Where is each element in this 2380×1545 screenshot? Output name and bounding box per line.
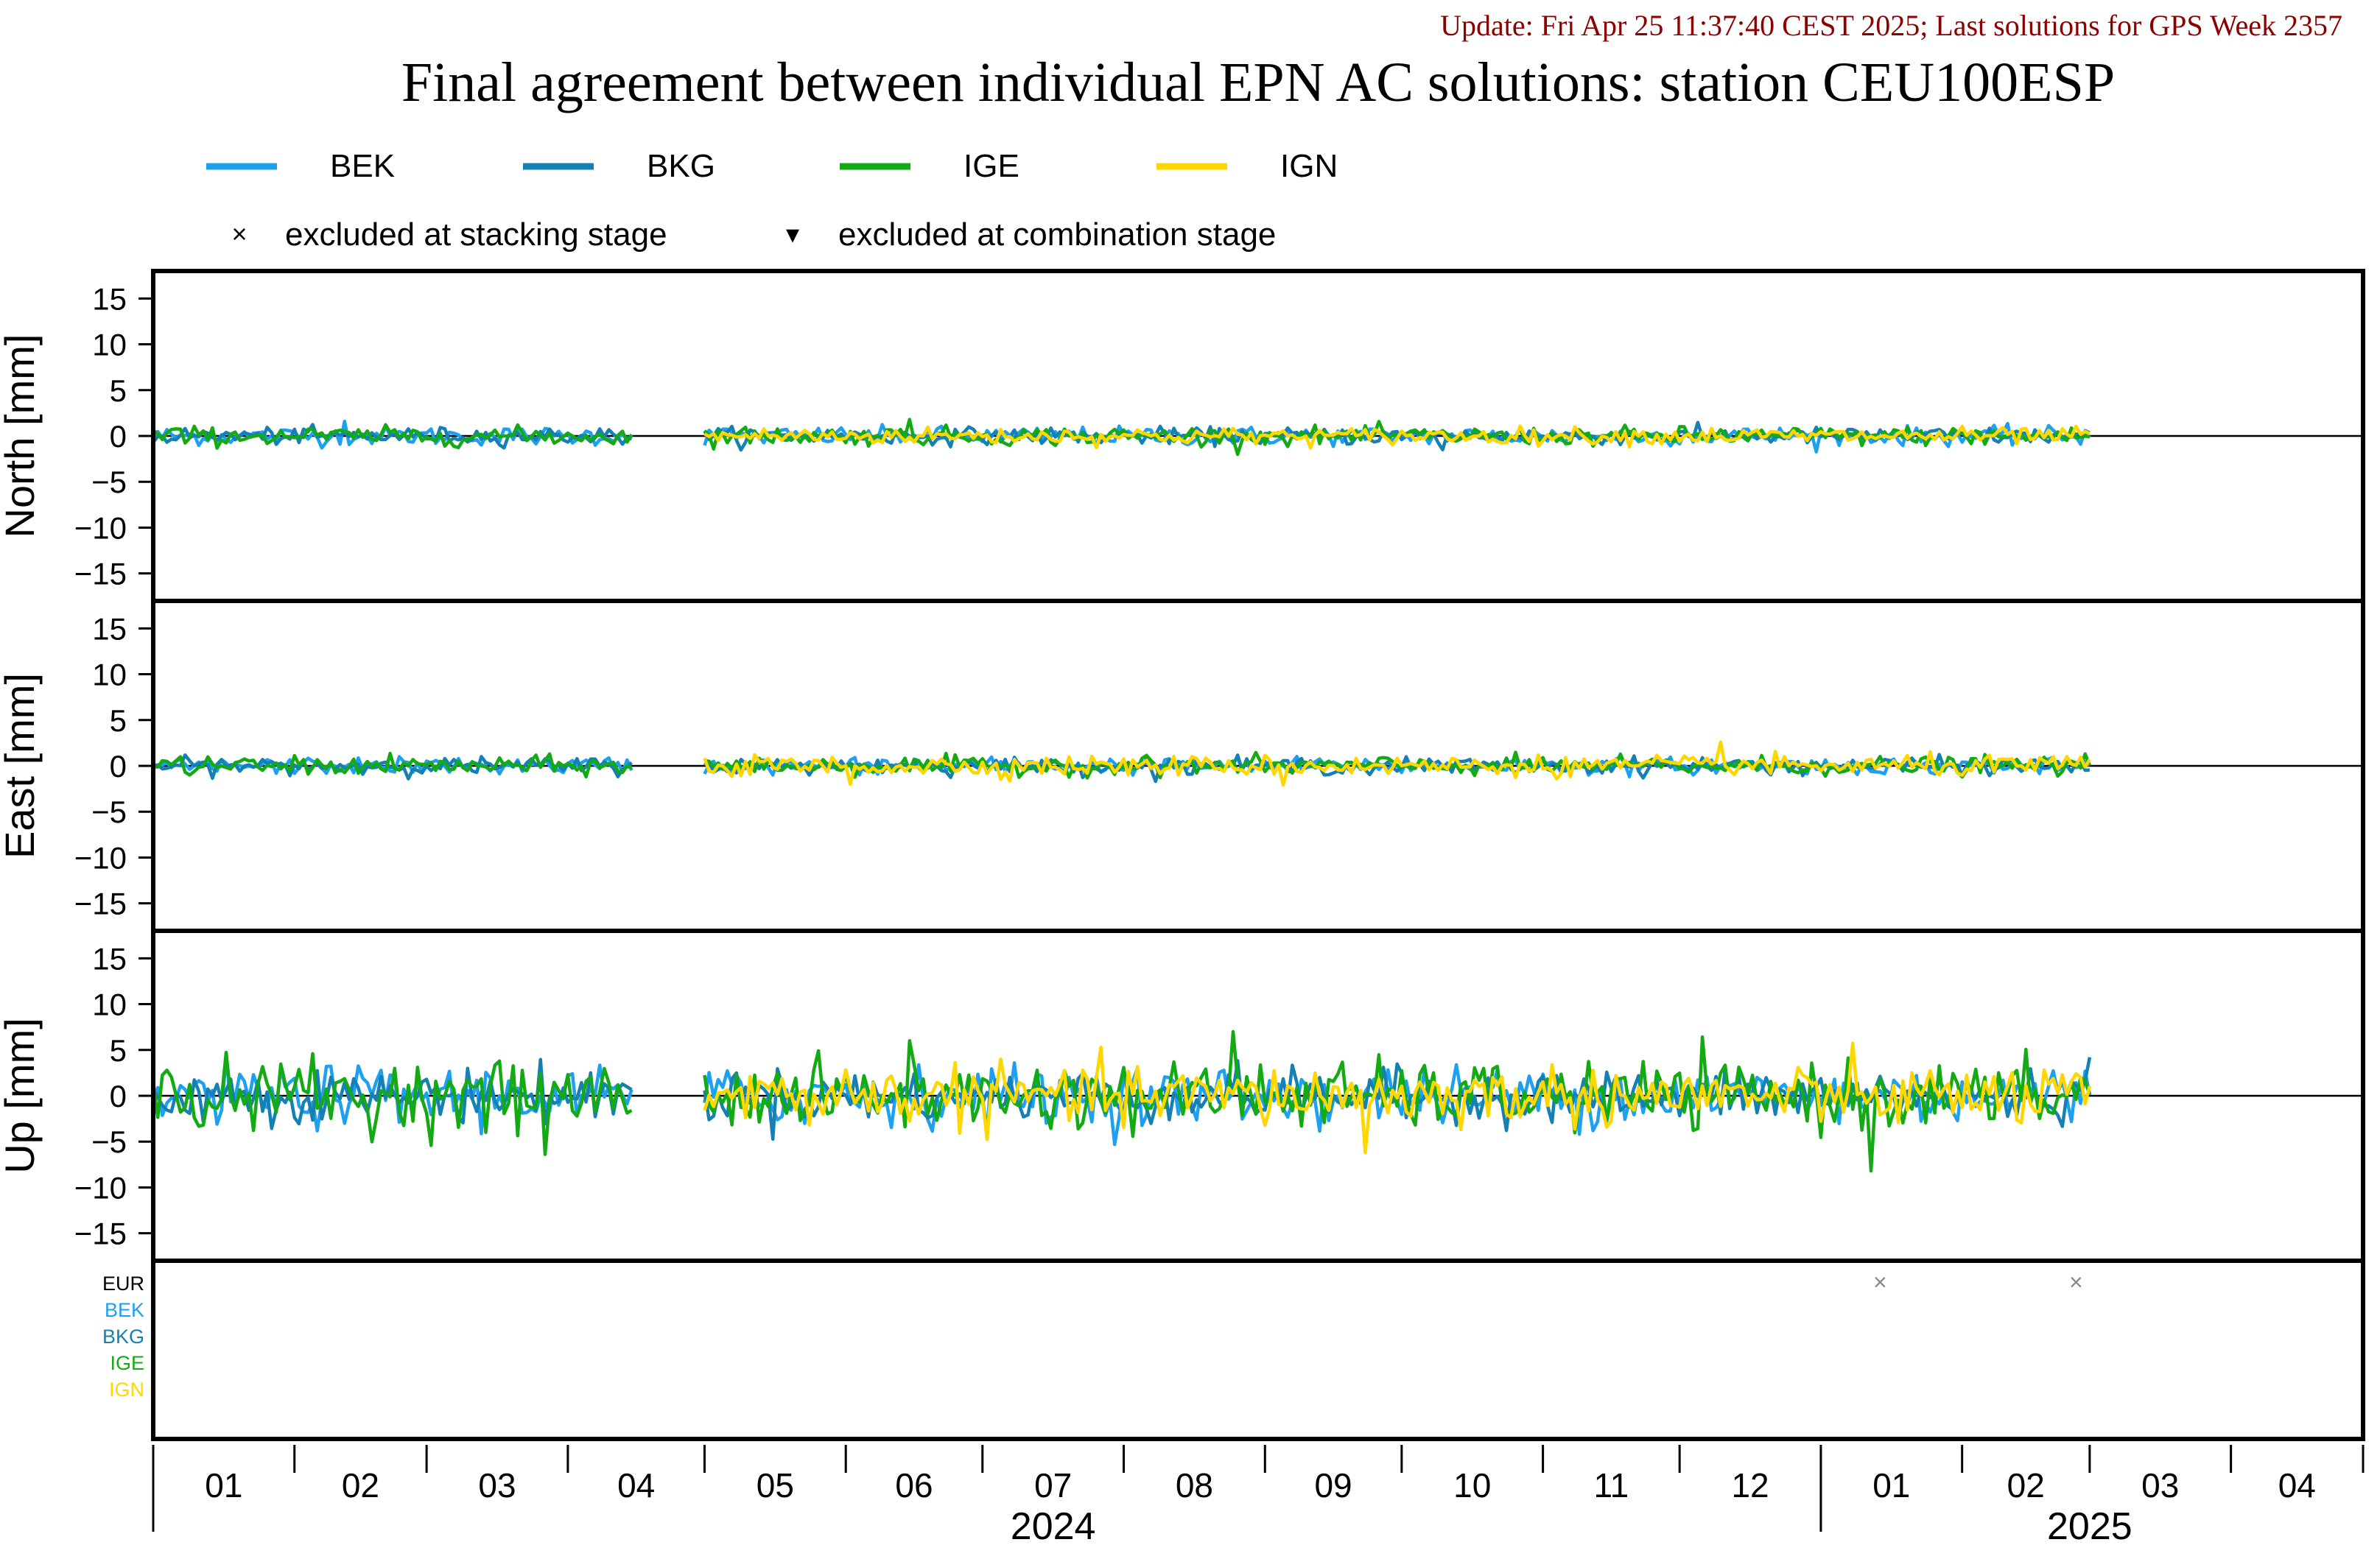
legend-label-bek: BEK — [330, 148, 395, 184]
y-tick-label: 0 — [110, 1079, 127, 1113]
exclusion-row-label-bkg: BKG — [102, 1326, 144, 1348]
legend: BEK BKG IGE IGN × excluded at stacking stage ▾… — [206, 148, 1338, 253]
x-tick-label-month: 04 — [617, 1466, 655, 1504]
y-axis-label: North [mm] — [0, 334, 43, 538]
legend-label-ige: IGE — [963, 148, 1019, 184]
y-tick-label: −15 — [74, 557, 127, 591]
y-tick-label: 0 — [110, 749, 127, 784]
y-tick-label: −5 — [91, 465, 127, 499]
series-line-ign — [703, 740, 2091, 787]
y-tick-label: −5 — [91, 795, 127, 829]
series-line-ige — [153, 751, 633, 779]
y-tick-label: 15 — [92, 941, 127, 976]
x-tick-label-month: 04 — [2278, 1466, 2316, 1504]
x-tick-label-month: 10 — [1453, 1466, 1491, 1504]
series-group — [153, 418, 2091, 457]
exclusion-row-label-ign: IGN — [109, 1379, 144, 1401]
update-line: Update: Fri Apr 25 11:37:40 CEST 2025; L… — [1440, 9, 2342, 42]
x-tick-label-month: 06 — [895, 1466, 933, 1504]
legend-marker-label-1: excluded at stacking stage — [285, 217, 667, 253]
exclusion-row-label-bek: BEK — [105, 1299, 144, 1321]
y-tick-label: 10 — [92, 988, 127, 1022]
y-tick-label: −15 — [74, 1217, 127, 1251]
x-tick-label-month: 08 — [1176, 1466, 1213, 1504]
x-tick-label-month: 02 — [2007, 1466, 2045, 1504]
x-tick-label-month: 02 — [342, 1466, 379, 1504]
series-line-ign — [703, 1041, 2092, 1155]
y-tick-label: 10 — [92, 658, 127, 692]
series-line-ige — [153, 423, 633, 450]
series-line-ign — [703, 424, 2091, 450]
x-year-label: 2024 — [1011, 1505, 1096, 1545]
x-tick-label-month: 03 — [2141, 1466, 2179, 1504]
y-tick-label: −10 — [74, 510, 127, 545]
x-tick-label-month: 03 — [478, 1466, 516, 1504]
legend-marker-label-2: excluded at combination stage — [838, 217, 1276, 253]
exclusion-marker-cross-icon: × — [2069, 1269, 2083, 1295]
y-tick-label: 5 — [110, 703, 127, 738]
y-tick-label: −15 — [74, 887, 127, 921]
exclusion-frame — [151, 1259, 2365, 1441]
x-tick-label-month: 12 — [1731, 1466, 1769, 1504]
legend-marker-triangle-icon: ▾ — [786, 219, 799, 249]
series-group — [153, 740, 2091, 787]
y-tick-label: 5 — [110, 373, 127, 408]
plot-panels: 15 10 5 0 −5 −10 −15 North [mm] 15 10 5 0 −5 −10 −15 Ea… — [0, 269, 2365, 1441]
panel-up: 15 10 5 0 −5 −10 −15 Up [mm] — [0, 929, 2365, 1263]
x-tick-label-month: 07 — [1034, 1466, 1072, 1504]
exclusion-row-label-ige: IGE — [110, 1352, 144, 1374]
y-axis-label: Up [mm] — [0, 1018, 43, 1174]
x-year-label: 2025 — [2047, 1505, 2132, 1545]
y-tick-label: −5 — [91, 1125, 127, 1159]
exclusion-panel: EUR BEK BKG IGE IGN × × — [102, 1259, 2365, 1441]
panel-east: 15 10 5 0 −5 −10 −15 East [mm] — [0, 599, 2365, 933]
exclusion-marker-cross-icon: × — [1873, 1269, 1887, 1295]
series-line-bkg — [153, 423, 633, 450]
legend-label-ign: IGN — [1280, 148, 1338, 184]
panel-north: 15 10 5 0 −5 −10 −15 North [mm] — [0, 269, 2365, 603]
series-line-ige — [703, 1030, 2092, 1173]
x-tick-label-month: 11 — [1593, 1466, 1629, 1504]
x-tick-label-month: 05 — [757, 1466, 794, 1504]
y-tick-label: −10 — [74, 840, 127, 875]
exclusion-row-label-eur: EUR — [102, 1273, 144, 1295]
y-tick-label: −10 — [74, 1170, 127, 1205]
x-tick-label-month: 01 — [205, 1466, 242, 1504]
y-axis-label: East [mm] — [0, 673, 43, 859]
y-tick-label: 15 — [92, 281, 127, 316]
x-axis: 01 02 03 04 05 06 07 08 09 10 11 12 01 02 03 04 2024 2025 — [152, 1445, 2365, 1545]
y-tick-label: 5 — [110, 1033, 127, 1068]
legend-label-bkg: BKG — [647, 148, 715, 184]
y-tick-label: 0 — [110, 419, 127, 454]
chart-title: Final agreement between individual EPN A… — [401, 52, 2115, 113]
y-tick-label: 15 — [92, 611, 127, 646]
legend-marker-cross-icon: × — [231, 219, 247, 249]
series-line-ige — [153, 1050, 633, 1156]
x-tick-label-month: 09 — [1314, 1466, 1352, 1504]
y-tick-label: 10 — [92, 328, 127, 362]
series-group — [153, 1030, 2092, 1173]
x-tick-label-month: 01 — [1872, 1466, 1910, 1504]
